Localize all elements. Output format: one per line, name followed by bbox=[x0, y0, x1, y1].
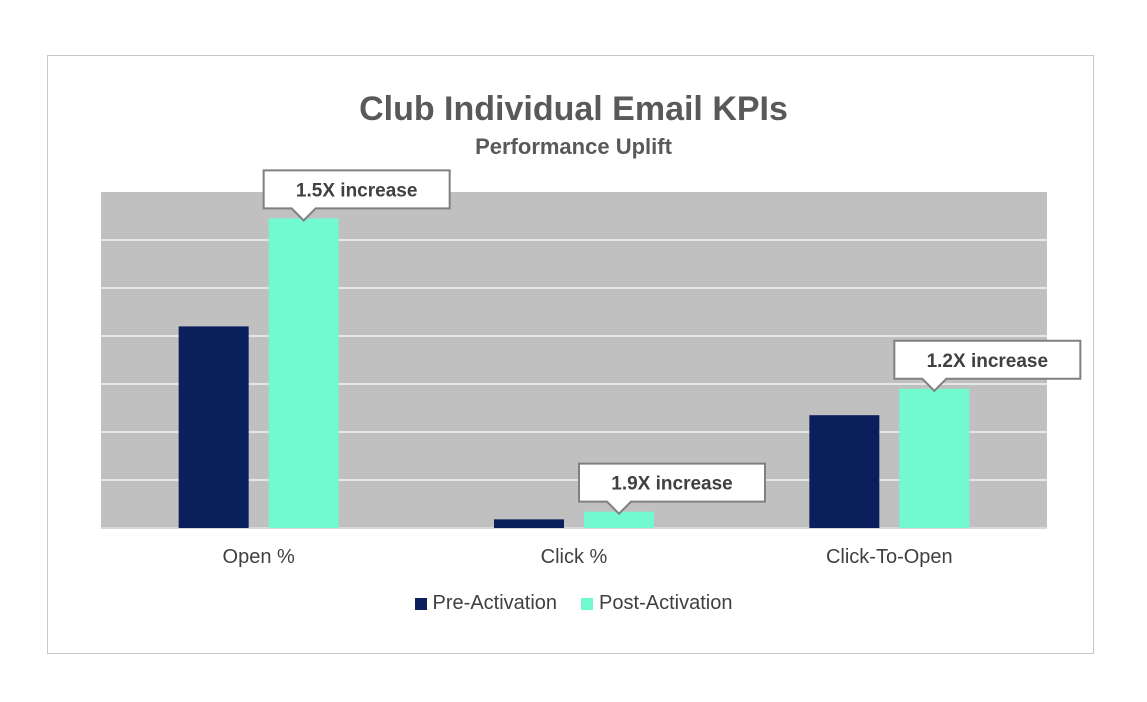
bar-pre-activation-1 bbox=[494, 519, 564, 528]
annotation-callout bbox=[578, 462, 766, 516]
legend-label-post-activation: Post-Activation bbox=[599, 592, 733, 614]
legend: Pre-Activation Post-Activation bbox=[0, 592, 1147, 615]
legend-item-post-activation: Post-Activation bbox=[581, 592, 732, 615]
annotation-label: 1.2X increase bbox=[927, 351, 1048, 372]
x-tick-label: Open % bbox=[223, 546, 295, 568]
x-tick-label: Click % bbox=[541, 546, 608, 568]
bar-pre-activation-2 bbox=[809, 415, 880, 528]
annotation-label: 1.9X increase bbox=[611, 474, 732, 495]
x-tick-label: Click-To-Open bbox=[826, 546, 953, 568]
bar-pre-activation-0 bbox=[178, 326, 249, 528]
chart-title: Club Individual Email KPIs bbox=[359, 90, 788, 128]
chart-subtitle: Performance Uplift bbox=[475, 134, 672, 159]
legend-swatch-post-activation bbox=[581, 597, 594, 610]
bar-post-activation-1 bbox=[584, 511, 654, 528]
legend-swatch-pre-activation bbox=[414, 597, 427, 610]
annotation-label: 1.5X increase bbox=[296, 180, 417, 201]
plot-background bbox=[101, 192, 1047, 528]
annotation-callout bbox=[893, 339, 1082, 393]
bar-post-activation-2 bbox=[899, 388, 970, 528]
legend-item-pre-activation: Pre-Activation bbox=[414, 592, 558, 615]
bar-post-activation-0 bbox=[268, 218, 339, 528]
annotation-callout bbox=[262, 169, 451, 222]
legend-label-pre-activation: Pre-Activation bbox=[432, 592, 558, 614]
